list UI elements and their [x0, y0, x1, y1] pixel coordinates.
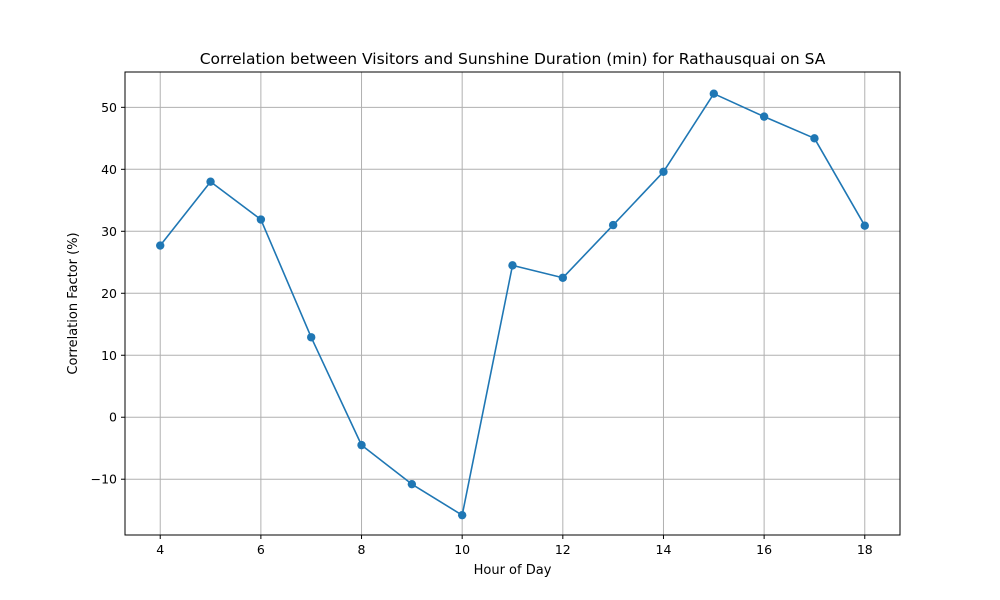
y-tick-label: 10 — [101, 348, 117, 363]
data-point — [709, 89, 718, 98]
x-tick-label: 8 — [358, 542, 366, 557]
data-point — [156, 241, 165, 250]
x-tick-label: 6 — [257, 542, 265, 557]
data-point — [307, 333, 316, 342]
data-point — [206, 177, 215, 186]
chart-title: Correlation between Visitors and Sunshin… — [200, 50, 826, 68]
x-tick-label: 18 — [857, 542, 873, 557]
y-axis-ticks: −10 0 10 20 30 40 50 — [91, 100, 125, 487]
x-tick-label: 12 — [555, 542, 571, 557]
plot-frame — [124, 71, 901, 536]
x-tick-label: 16 — [756, 542, 772, 557]
data-point — [558, 273, 568, 282]
x-tick-label: 4 — [156, 542, 164, 557]
x-tick-label: 14 — [656, 542, 672, 557]
y-tick-label: 20 — [101, 286, 117, 301]
data-point — [659, 167, 668, 176]
y-tick-label: 30 — [101, 224, 117, 239]
y-tick-label: 40 — [101, 162, 117, 177]
data-point — [407, 479, 417, 489]
x-axis-ticks: 4 6 8 10 12 14 16 18 — [156, 535, 873, 557]
data-point — [759, 112, 769, 121]
data-point — [457, 510, 467, 520]
data-point — [860, 221, 869, 230]
y-tick-label: −10 — [91, 472, 117, 487]
grid — [125, 72, 900, 535]
y-tick-label: 50 — [101, 100, 117, 115]
data-point — [810, 134, 819, 143]
y-tick-label: 0 — [109, 410, 117, 425]
data-point — [608, 220, 618, 230]
data-point — [508, 261, 517, 270]
series-line — [159, 92, 866, 516]
data-point — [357, 440, 366, 450]
y-axis-label: Correlation Factor (%) — [66, 232, 81, 374]
x-axis-label: Hour of Day — [474, 563, 552, 578]
x-tick-label: 10 — [454, 542, 470, 557]
data-point — [256, 215, 266, 224]
series — [156, 89, 869, 520]
